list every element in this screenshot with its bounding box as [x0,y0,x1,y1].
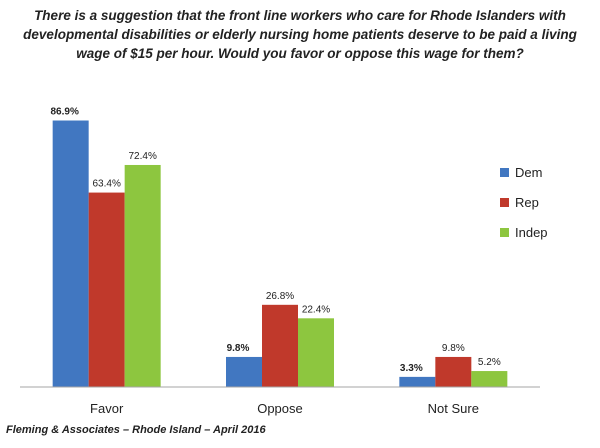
data-label-rep-not-sure: 9.8% [442,343,465,354]
legend-swatch-rep [500,198,509,207]
x-tick-label-not-sure: Not Sure [428,401,479,416]
bar-rep-favor [88,192,125,387]
data-label-rep-oppose: 26.8% [266,291,294,302]
bar-dem-oppose [226,356,262,387]
bar-dem-favor [52,120,89,388]
data-label-dem-oppose: 9.8% [227,343,250,354]
x-tick-label-oppose: Oppose [257,401,303,416]
data-label-dem-not-sure: 3.3% [400,363,423,374]
legend-swatch-dem [500,168,509,177]
bar-rep-oppose [262,304,298,387]
legend-label-indep: Indep [515,225,548,240]
legend-label-dem: Dem [515,165,542,180]
bars-layer [52,120,508,388]
bar-indep-not-sure [471,371,508,387]
legend: Dem Rep Indep [500,165,548,240]
legend-label-rep: Rep [515,195,539,210]
data-label-dem-favor: 86.9% [50,107,78,118]
bar-dem-not-sure [399,376,436,387]
data-labels-layer: 86.9% 63.4% 72.4% 9.8% 26.8% 22.4% 3.3% 9.8% 5.2… [50,107,500,374]
chart-title: There is a suggestion that the front lin… [23,8,577,61]
x-tick-labels-layer: Favor Oppose Not Sure [90,401,479,416]
data-label-indep-not-sure: 5.2% [478,357,501,368]
data-label-rep-favor: 63.4% [92,179,120,190]
source-note: Fleming & Associates – Rhode Island – Ap… [6,424,266,436]
bar-indep-oppose [298,318,334,387]
bar-rep-not-sure [435,356,472,387]
bar-indep-favor [124,164,161,387]
data-label-indep-oppose: 22.4% [302,304,330,315]
x-tick-label-favor: Favor [90,401,124,416]
data-label-indep-favor: 72.4% [128,151,156,162]
legend-swatch-indep [500,228,509,237]
